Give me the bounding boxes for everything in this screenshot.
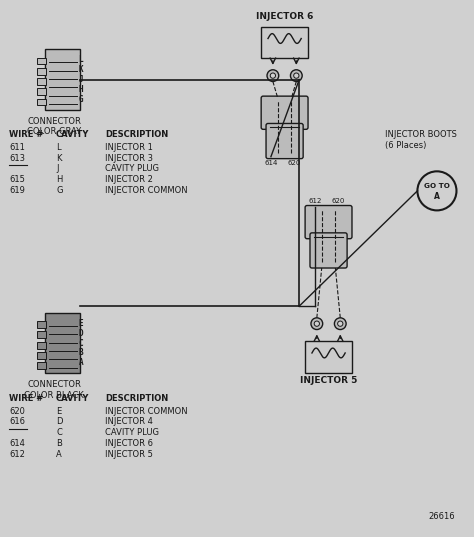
- Circle shape: [291, 70, 302, 82]
- Circle shape: [270, 73, 275, 78]
- Bar: [36, 362, 46, 369]
- Text: CAVITY PLUG: CAVITY PLUG: [105, 428, 159, 437]
- Text: 612: 612: [308, 198, 321, 204]
- Text: CAVITY PLUG: CAVITY PLUG: [105, 164, 159, 173]
- FancyBboxPatch shape: [261, 96, 308, 129]
- Text: CONNECTOR
COLOR BLACK: CONNECTOR COLOR BLACK: [24, 380, 84, 400]
- Text: D: D: [56, 417, 63, 426]
- Circle shape: [267, 70, 279, 82]
- Circle shape: [418, 171, 456, 211]
- Text: INJECTOR 5: INJECTOR 5: [300, 376, 357, 386]
- Text: GO TO: GO TO: [424, 183, 450, 189]
- Bar: [46, 49, 80, 110]
- Bar: [36, 57, 46, 64]
- Bar: [46, 313, 80, 373]
- Text: CAVITY: CAVITY: [56, 394, 90, 403]
- Text: K: K: [79, 66, 83, 74]
- Text: H: H: [56, 175, 63, 184]
- Text: WIRE #: WIRE #: [9, 394, 44, 403]
- Bar: [36, 99, 46, 105]
- Text: DESCRIPTION: DESCRIPTION: [105, 394, 168, 403]
- FancyBboxPatch shape: [310, 233, 347, 268]
- Bar: [36, 321, 46, 328]
- Text: DESCRIPTION: DESCRIPTION: [105, 130, 168, 139]
- Text: C: C: [56, 428, 62, 437]
- Text: 614: 614: [9, 439, 25, 448]
- Text: INJECTOR COMMON: INJECTOR COMMON: [105, 407, 188, 416]
- Text: CAVITY: CAVITY: [56, 130, 90, 139]
- Text: H: H: [79, 85, 83, 94]
- Text: CONNECTOR
COLOR GRAY: CONNECTOR COLOR GRAY: [27, 117, 81, 136]
- Text: INJECTOR 2: INJECTOR 2: [105, 175, 153, 184]
- Text: B: B: [79, 349, 83, 358]
- Text: B: B: [56, 439, 62, 448]
- Text: 614: 614: [264, 159, 278, 165]
- Bar: [36, 78, 46, 85]
- FancyBboxPatch shape: [266, 124, 303, 158]
- Text: INJECTOR 6: INJECTOR 6: [105, 439, 153, 448]
- Text: 26616: 26616: [429, 512, 456, 521]
- Text: WIRE #: WIRE #: [9, 130, 44, 139]
- Text: A: A: [434, 192, 440, 201]
- Text: INJECTOR 6: INJECTOR 6: [256, 12, 313, 21]
- Text: L: L: [79, 55, 83, 64]
- Text: G: G: [79, 95, 83, 104]
- Text: INJECTOR COMMON: INJECTOR COMMON: [105, 186, 188, 195]
- Text: J: J: [79, 75, 83, 84]
- Circle shape: [337, 321, 343, 326]
- Text: 620: 620: [332, 198, 345, 204]
- Bar: [36, 331, 46, 338]
- Text: A: A: [79, 358, 83, 367]
- Bar: [36, 68, 46, 75]
- Text: K: K: [56, 154, 62, 163]
- Text: L: L: [56, 143, 61, 152]
- FancyBboxPatch shape: [305, 206, 352, 239]
- Text: E: E: [79, 319, 83, 328]
- Text: 620: 620: [9, 407, 25, 416]
- Bar: [36, 342, 46, 349]
- Text: 616: 616: [9, 417, 25, 426]
- Text: INJECTOR 4: INJECTOR 4: [105, 417, 153, 426]
- Circle shape: [314, 321, 319, 326]
- Circle shape: [311, 318, 323, 330]
- Text: 620: 620: [288, 159, 301, 165]
- Text: D: D: [79, 329, 83, 338]
- Text: E: E: [56, 407, 61, 416]
- Text: INJECTOR 5: INJECTOR 5: [105, 449, 153, 459]
- Bar: [305, 341, 352, 373]
- Text: G: G: [56, 186, 63, 195]
- Bar: [36, 352, 46, 359]
- Text: INJECTOR 1: INJECTOR 1: [105, 143, 153, 152]
- Bar: [261, 27, 308, 58]
- Text: 611: 611: [9, 143, 25, 152]
- Text: INJECTOR 3: INJECTOR 3: [105, 154, 153, 163]
- Text: 612: 612: [9, 449, 25, 459]
- Text: J: J: [56, 164, 59, 173]
- Text: 615: 615: [9, 175, 25, 184]
- Text: 613: 613: [9, 154, 25, 163]
- Text: A: A: [56, 449, 62, 459]
- Text: INJECTOR BOOTS
(6 Places): INJECTOR BOOTS (6 Places): [385, 130, 457, 150]
- Circle shape: [334, 318, 346, 330]
- Text: 619: 619: [9, 186, 25, 195]
- Circle shape: [294, 73, 299, 78]
- Text: C: C: [79, 339, 83, 348]
- Bar: [36, 88, 46, 95]
